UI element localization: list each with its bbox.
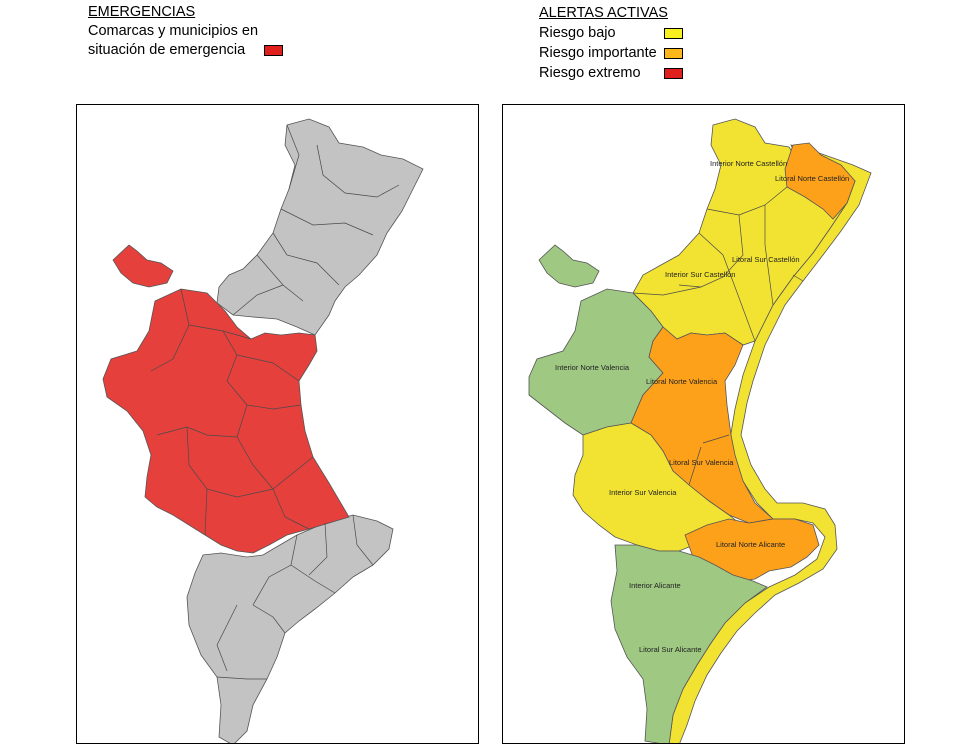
map-region-emergency: [102, 288, 350, 554]
alert-level-low-swatch: [664, 27, 683, 39]
label-litoral-sur-valencia: Litoral Sur Valencia: [669, 458, 734, 467]
emergencias-line-1: Comarcas y municipios en: [88, 23, 259, 39]
zone-borders-right: [632, 186, 804, 486]
emergencias-title: EMERGENCIAS: [88, 4, 196, 20]
label-interior-alicante: Interior Alicante: [629, 581, 681, 590]
map-region-ademuz: [112, 244, 174, 288]
region-litoral-norte-castellon: [784, 142, 856, 220]
emergency-swatch: [264, 45, 284, 56]
label-litoral-norte-valencia: Litoral Norte Valencia: [646, 377, 718, 386]
label-interior-norte-valencia: Interior Norte Valencia: [555, 363, 630, 372]
label-interior-norte-castellon: Interior Norte Castellón: [710, 159, 787, 168]
label-litoral-sur-alicante: Litoral Sur Alicante: [639, 645, 702, 654]
alert-level-important-swatch: [664, 47, 683, 59]
alert-level-extreme-swatch: [664, 67, 683, 79]
alert-map-panel: Interior Norte Castellón Litoral Norte C…: [502, 104, 905, 744]
alertas-legend: ALERTAS ACTIVAS Riesgo bajo Riesgo impor…: [539, 3, 683, 83]
label-interior-sur-castellon: Interior Sur Castellón: [665, 270, 735, 279]
map-region-north-gray: [216, 118, 424, 336]
alert-level-important-label: Riesgo importante: [539, 45, 657, 61]
emergency-map: [102, 118, 424, 743]
alert-map: Interior Norte Castellón Litoral Norte C…: [528, 118, 872, 743]
alert-level-low-label: Riesgo bajo: [539, 25, 616, 41]
region-alicante-green: [610, 544, 768, 743]
label-litoral-sur-castellon: Litoral Sur Castellón: [732, 255, 800, 264]
alertas-title: ALERTAS ACTIVAS: [539, 5, 668, 21]
label-interior-sur-valencia: Interior Sur Valencia: [609, 488, 677, 497]
emergencias-line-2: situación de emergencia: [88, 42, 246, 58]
comarca-borders-left: [150, 124, 400, 680]
label-litoral-norte-alicante: Litoral Norte Alicante: [716, 540, 785, 549]
emergency-map-panel: [76, 104, 479, 744]
map-region-south-gray: [186, 514, 394, 743]
label-litoral-norte-castellon: Litoral Norte Castellón: [775, 174, 849, 183]
region-ademuz: [538, 244, 600, 288]
coast-strip-yellow: [668, 144, 872, 743]
alert-level-extreme-label: Riesgo extremo: [539, 65, 641, 81]
emergencias-legend: EMERGENCIAS Comarcas y municipios en sit…: [88, 3, 284, 60]
